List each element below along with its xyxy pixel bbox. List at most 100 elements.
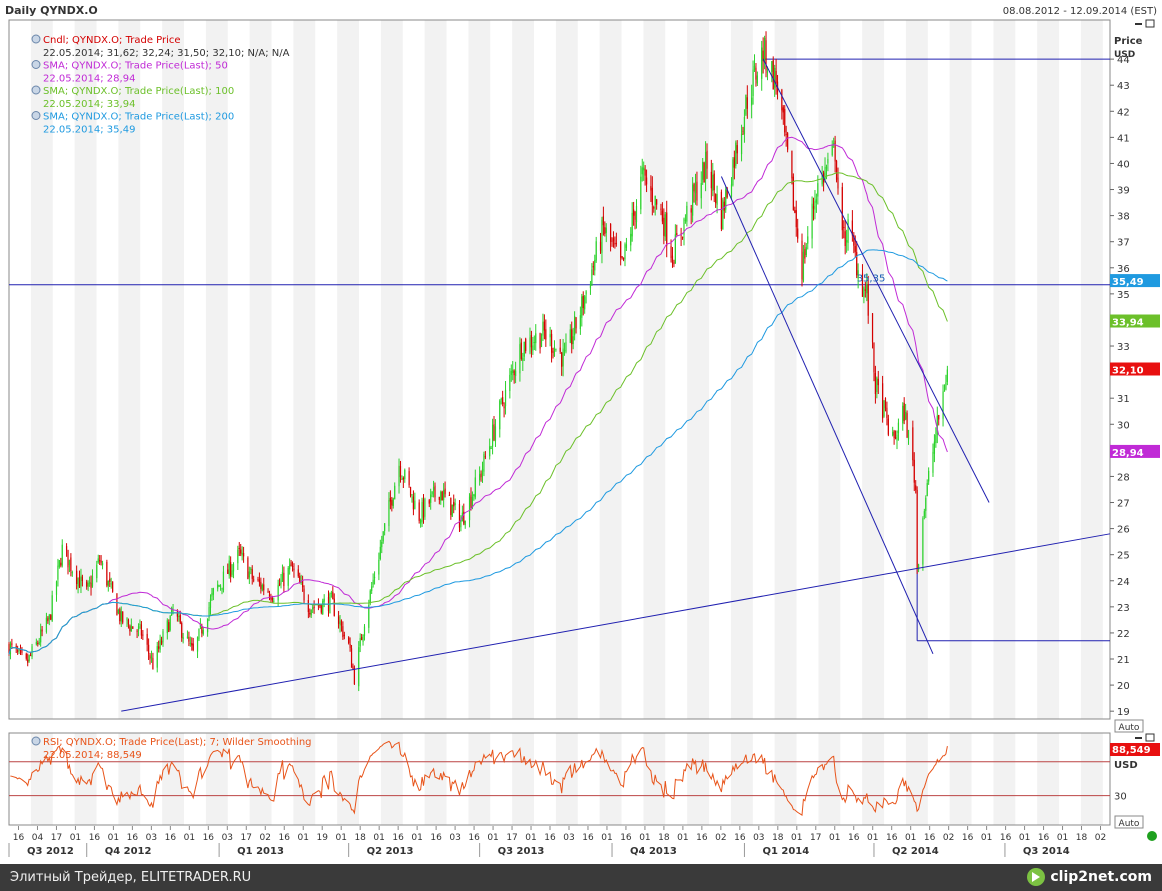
- candle: [794, 210, 796, 213]
- candle: [21, 649, 23, 653]
- candle: [402, 477, 404, 480]
- candle: [238, 548, 240, 550]
- candle: [670, 246, 672, 259]
- price-badge: [1110, 314, 1160, 328]
- stripe: [74, 20, 97, 719]
- candle: [358, 647, 360, 687]
- legend-values: 22.05.2014; 33,94: [43, 99, 135, 110]
- candle: [814, 201, 816, 210]
- clip2net-logo-icon: [1027, 868, 1046, 886]
- candle: [218, 585, 220, 587]
- candle: [933, 441, 936, 454]
- candle: [625, 244, 628, 248]
- candle: [418, 502, 420, 521]
- candle: [512, 369, 514, 373]
- candle: [723, 201, 725, 211]
- candle: [510, 370, 512, 375]
- candle: [539, 333, 541, 349]
- footer-brand[interactable]: clip2net.com: [1027, 868, 1152, 886]
- day-tick-label: 16: [468, 833, 480, 843]
- legend: Cndl; QYNDX.O; Trade Price 22.05.2014; 31…: [31, 34, 290, 136]
- day-tick-label: 16: [924, 833, 936, 843]
- candle: [91, 576, 94, 587]
- stripe: [249, 733, 272, 825]
- candle: [71, 572, 73, 574]
- panel-controls[interactable]: [1135, 19, 1155, 742]
- candle: [835, 160, 838, 180]
- candle: [532, 345, 534, 351]
- candle: [846, 240, 848, 243]
- candle: [150, 656, 153, 658]
- stripe: [949, 20, 972, 719]
- day-tick-label: 01: [677, 833, 688, 843]
- candle: [250, 568, 252, 570]
- candle: [322, 600, 324, 614]
- candle: [690, 208, 692, 213]
- rsi-auto-scale-button[interactable]: [1114, 815, 1144, 829]
- candle: [671, 255, 674, 264]
- candle: [575, 317, 577, 329]
- stripe: [30, 733, 53, 825]
- candle: [260, 581, 262, 589]
- candle: [61, 544, 63, 566]
- price-tick-label: 25: [1117, 551, 1130, 562]
- stripe: [862, 733, 885, 825]
- quarter-label: Q1 2013: [237, 846, 284, 857]
- candle: [696, 181, 698, 201]
- quarter-label: Q3 2014: [1023, 846, 1070, 857]
- candle: [263, 584, 265, 591]
- candle: [922, 518, 924, 565]
- candle: [700, 183, 702, 199]
- candle: [420, 519, 422, 524]
- candle: [841, 187, 843, 231]
- minimize-icon: [1135, 23, 1142, 25]
- candle: [726, 188, 728, 198]
- candle: [569, 329, 571, 343]
- candle: [68, 559, 71, 566]
- stripe: [774, 20, 797, 719]
- rsi-legend-values: 22.05.2014; 88,549: [43, 750, 142, 761]
- stripe: [337, 20, 360, 719]
- maximize-icon: [1145, 733, 1155, 742]
- candle: [432, 487, 435, 491]
- day-tick-label: 16: [962, 833, 974, 843]
- candle: [614, 243, 616, 245]
- candle: [562, 348, 564, 367]
- price-badge: [1110, 444, 1160, 458]
- candle: [545, 329, 547, 340]
- price-badges: 35,49 33,94 32,10 28,94: [1110, 274, 1160, 459]
- candle: [742, 130, 744, 132]
- candle: [804, 249, 806, 259]
- auto-scale-label: Auto: [1119, 723, 1140, 733]
- candle: [230, 562, 232, 577]
- candle: [856, 252, 858, 276]
- candle: [591, 269, 593, 286]
- candle: [713, 173, 715, 191]
- candle: [209, 598, 212, 608]
- candle: [120, 611, 122, 622]
- candle: [152, 658, 154, 669]
- auto-scale-button[interactable]: [1114, 719, 1144, 733]
- day-tick-label: 01: [791, 833, 802, 843]
- candle: [257, 579, 259, 581]
- candle: [854, 246, 856, 252]
- candle: [384, 523, 386, 531]
- candle: [208, 607, 210, 618]
- candle: [162, 631, 164, 643]
- candle: [58, 560, 60, 567]
- candle: [110, 583, 112, 585]
- candle: [797, 228, 799, 239]
- candle: [391, 500, 393, 506]
- candle: [212, 588, 214, 595]
- candle: [530, 335, 533, 348]
- candle: [572, 336, 574, 344]
- candle: [19, 648, 22, 652]
- candle: [171, 607, 173, 616]
- candle: [307, 600, 309, 613]
- candle: [422, 499, 425, 518]
- stripe: [293, 20, 316, 719]
- candle: [464, 520, 466, 526]
- candle: [620, 241, 622, 258]
- stripe: [1037, 733, 1060, 825]
- candle: [126, 618, 128, 621]
